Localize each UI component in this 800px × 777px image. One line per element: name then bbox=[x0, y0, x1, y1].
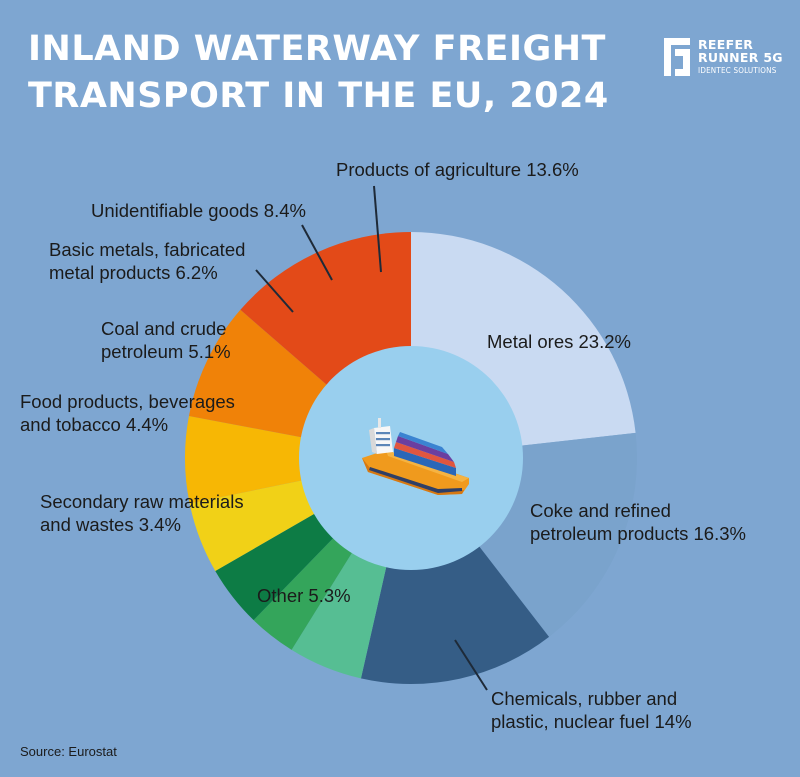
label-food-products-line-1: Food products, beverages bbox=[20, 391, 235, 412]
label-other: Other 5.3% bbox=[257, 584, 351, 607]
label-other-line-1: Other 5.3% bbox=[257, 585, 351, 606]
label-coke-petroleum-line-1: Coke and refined bbox=[530, 500, 671, 521]
title-line-1: INLAND WATERWAY FREIGHT bbox=[28, 29, 606, 69]
title-line-2: TRANSPORT IN THE EU, 2024 bbox=[28, 76, 609, 116]
label-basic-metals-line-2: metal products 6.2% bbox=[49, 262, 218, 283]
logo-mark-icon bbox=[664, 38, 690, 76]
leader-line-chemicals bbox=[454, 639, 488, 691]
label-basic-metals: Basic metals, fabricated metal products … bbox=[49, 238, 245, 284]
leader-line-basic-metals bbox=[255, 269, 294, 313]
logo-text-line-2: RUNNER 5G bbox=[698, 50, 783, 65]
label-unidentifiable-goods: Unidentifiable goods 8.4% bbox=[91, 199, 306, 222]
label-secondary-raw-line-1: Secondary raw materials bbox=[40, 491, 244, 512]
leader-line-agriculture bbox=[373, 185, 382, 273]
label-chemicals: Chemicals, rubber and plastic, nuclear f… bbox=[491, 687, 692, 733]
chart-title: INLAND WATERWAY FREIGHT TRANSPORT IN THE… bbox=[28, 26, 609, 120]
logo-text-line-3: IDENTEC SOLUTIONS bbox=[698, 66, 777, 75]
label-basic-metals-line-1: Basic metals, fabricated bbox=[49, 239, 246, 260]
slice-basic-metals bbox=[184, 415, 411, 504]
brand-logo: REEFER RUNNER 5G IDENTEC SOLUTIONS bbox=[662, 36, 783, 80]
label-coke-petroleum-line-2: petroleum products 16.3% bbox=[530, 523, 746, 544]
label-food-products-line-2: and tobacco 4.4% bbox=[20, 414, 169, 435]
leader-line-unidentifiable-goods bbox=[301, 224, 333, 281]
label-unidentifiable-goods-line-1: Unidentifiable goods 8.4% bbox=[91, 200, 306, 221]
cargo-ship-icon bbox=[362, 418, 469, 495]
label-agriculture: Products of agriculture 13.6% bbox=[336, 158, 579, 181]
label-coke-petroleum: Coke and refined petroleum products 16.3… bbox=[530, 499, 746, 545]
logo-text-line-1: REEFER bbox=[698, 37, 754, 52]
label-coal-crude-line-1: Coal and crude bbox=[101, 318, 227, 339]
label-metal-ores-line-1: Metal ores 23.2% bbox=[487, 331, 631, 352]
label-secondary-raw-line-2: and wastes 3.4% bbox=[40, 514, 181, 535]
label-food-products: Food products, beverages and tobacco 4.4… bbox=[20, 390, 235, 436]
label-agriculture-line-1: Products of agriculture 13.6% bbox=[336, 159, 579, 180]
label-coal-crude: Coal and crude petroleum 5.1% bbox=[101, 317, 231, 363]
source-note: Source: Eurostat bbox=[20, 744, 117, 759]
label-secondary-raw: Secondary raw materials and wastes 3.4% bbox=[40, 490, 244, 536]
label-chemicals-line-1: Chemicals, rubber and bbox=[491, 688, 678, 709]
label-coal-crude-line-2: petroleum 5.1% bbox=[101, 341, 231, 362]
leader-lines bbox=[255, 185, 488, 691]
label-metal-ores: Metal ores 23.2% bbox=[487, 330, 631, 353]
label-chemicals-line-2: plastic, nuclear fuel 14% bbox=[491, 711, 692, 732]
